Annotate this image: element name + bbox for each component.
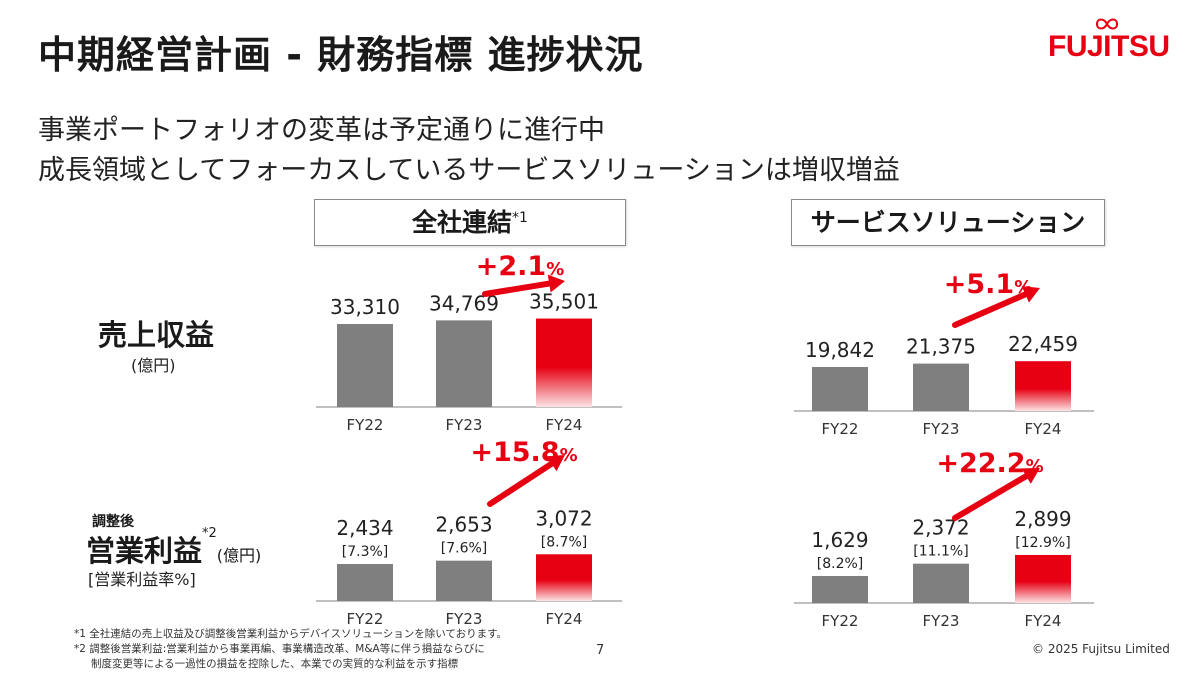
profit-consolidated-growth-label: +15.8% xyxy=(470,437,577,468)
revenue-consolidated-tick-FY24: FY24 xyxy=(546,416,583,434)
profit-consolidated-margin-FY24: [8.7%] xyxy=(541,534,588,550)
profit-service-growth-arrowhead xyxy=(1021,468,1040,484)
revenue-service-tick-FY24: FY24 xyxy=(1025,420,1062,438)
profit-consolidated-value-FY24: 3,072 xyxy=(535,506,592,530)
profit-consolidated-bar-FY23 xyxy=(436,560,492,601)
row-sub-profit: [営業利益率%] xyxy=(88,570,196,589)
revenue-service-growth-arrow xyxy=(952,291,1029,328)
revenue-service-value-FY22: 19,842 xyxy=(805,338,875,362)
profit-service-tick-FY23: FY23 xyxy=(923,612,960,630)
revenue-service-tick-FY23: FY23 xyxy=(923,420,960,438)
revenue-consolidated-bar-FY23 xyxy=(436,320,492,407)
profit-service-bar-FY23 xyxy=(913,563,969,603)
profit-consolidated-tick-FY24: FY24 xyxy=(546,610,583,628)
row-label-revenue: 売上収益 xyxy=(98,318,215,352)
page-number: 7 xyxy=(596,643,605,658)
profit-service-tick-FY24: FY24 xyxy=(1025,612,1062,630)
profit-consolidated-value-FY22: 2,434 xyxy=(336,516,393,540)
footnote-2: *2 調整後営業利益:営業利益から事業再編、事業構造改革、M&A等に伴う損益なら… xyxy=(74,643,485,655)
copyright: © 2025 Fujitsu Limited xyxy=(1032,642,1170,656)
revenue-consolidated-bar-FY24 xyxy=(536,318,592,407)
profit-consolidated-margin-FY23: [7.6%] xyxy=(441,541,488,557)
revenue-consolidated-growth-arrow xyxy=(482,280,553,297)
profit-consolidated-growth-arrow xyxy=(487,460,555,507)
footnote-1: *1 全社連結の売上収益及び調整後営業利益からデバイスソリューションを除いており… xyxy=(74,628,508,640)
profit-service-growth-label: +22.2% xyxy=(936,448,1043,479)
fujitsu-logo: FUJITSU xyxy=(1048,18,1170,66)
profit-service-bar-FY22 xyxy=(812,576,868,603)
revenue-service-bar-FY24 xyxy=(1015,361,1071,411)
profit-consolidated-bar-FY22 xyxy=(337,564,393,601)
infinity-logo-icon xyxy=(1095,18,1119,30)
profit-consolidated-growth-arrowhead xyxy=(546,455,565,472)
revenue-consolidated-growth-label: +2.1% xyxy=(476,251,565,282)
revenue-consolidated-value-FY22: 33,310 xyxy=(330,295,400,319)
profit-service-margin-FY24: [12.9%] xyxy=(1015,535,1070,551)
profit-service-value-FY22: 1,629 xyxy=(811,528,868,552)
row-unit-revenue: (億円) xyxy=(131,356,176,375)
profit-consolidated-margin-FY22: [7.3%] xyxy=(342,544,389,560)
profit-service-value-FY24: 2,899 xyxy=(1014,507,1071,531)
revenue-service-value-FY23: 21,375 xyxy=(906,335,976,359)
profit-consolidated-value-FY23: 2,653 xyxy=(435,513,492,537)
revenue-consolidated-tick-FY22: FY22 xyxy=(347,416,384,434)
revenue-service-growth-label: +5.1% xyxy=(944,269,1033,300)
profit-service-growth-arrow xyxy=(952,473,1030,521)
revenue-service-bar-FY22 xyxy=(812,367,868,411)
profit-service-tick-FY22: FY22 xyxy=(822,612,859,630)
profit-service-margin-FY22: [8.2%] xyxy=(817,556,864,572)
subtitle-line-2: 成長領域としてフォーカスしているサービスソリューションは増収増益 xyxy=(38,155,900,186)
revenue-service-bar-FY23 xyxy=(913,363,969,411)
revenue-service-tick-FY22: FY22 xyxy=(822,420,859,438)
column-header-consolidated: 全社連結*1 xyxy=(314,199,626,246)
profit-consolidated-tick-FY22: FY22 xyxy=(347,610,384,628)
profit-consolidated-bar-FY24 xyxy=(536,554,592,601)
revenue-consolidated-bar-FY22 xyxy=(337,324,393,407)
profit-consolidated-tick-FY23: FY23 xyxy=(446,610,483,628)
profit-service-value-FY23: 2,372 xyxy=(912,516,969,540)
revenue-service-value-FY24: 22,459 xyxy=(1008,332,1078,356)
row-prefix-profit: 調整後 xyxy=(92,514,134,530)
subtitle-line-1: 事業ポートフォリオの変革は予定通りに進行中 xyxy=(38,115,605,146)
revenue-consolidated-tick-FY23: FY23 xyxy=(446,416,483,434)
revenue-service-growth-arrowhead xyxy=(1021,286,1040,303)
revenue-consolidated-growth-arrowhead xyxy=(547,274,565,293)
column-header-service: サービスソリューション xyxy=(791,199,1105,246)
page-title: 中期経営計画 - 財務指標 進捗状況 xyxy=(38,33,644,77)
row-label-profit: 営業利益*2(億円) xyxy=(86,526,262,568)
footnote-2-cont: 制度変更等による一過性の損益を控除した、本業での実質的な利益を示す指標 xyxy=(91,658,459,670)
profit-service-bar-FY24 xyxy=(1015,554,1071,603)
profit-service-margin-FY23: [11.1%] xyxy=(913,544,968,560)
revenue-consolidated-value-FY24: 35,501 xyxy=(529,290,599,314)
